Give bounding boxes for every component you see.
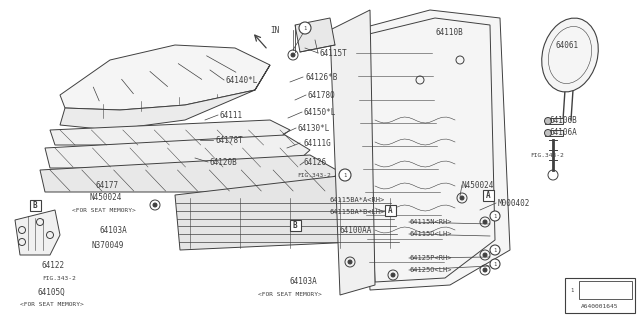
FancyBboxPatch shape xyxy=(545,118,563,124)
Polygon shape xyxy=(295,18,335,52)
Text: B: B xyxy=(33,201,37,210)
Polygon shape xyxy=(175,170,420,250)
Circle shape xyxy=(483,253,487,257)
Text: 64106B: 64106B xyxy=(550,116,578,124)
Polygon shape xyxy=(60,65,270,130)
Text: <FOR SEAT MEMORY>: <FOR SEAT MEMORY> xyxy=(258,292,322,298)
Circle shape xyxy=(348,260,352,264)
Polygon shape xyxy=(50,120,290,145)
FancyBboxPatch shape xyxy=(579,281,632,299)
Circle shape xyxy=(460,196,464,200)
Circle shape xyxy=(545,130,552,137)
Polygon shape xyxy=(355,10,510,290)
Text: 64178O: 64178O xyxy=(308,91,336,100)
Text: 64100AA: 64100AA xyxy=(340,226,372,235)
Text: 64120B: 64120B xyxy=(210,157,237,166)
Text: 64125O<LH>: 64125O<LH> xyxy=(410,267,452,273)
Text: 1: 1 xyxy=(344,172,347,178)
Circle shape xyxy=(490,211,500,221)
Circle shape xyxy=(567,285,577,295)
Text: 64111G: 64111G xyxy=(303,139,331,148)
Text: N450024: N450024 xyxy=(462,180,494,189)
Text: 64061: 64061 xyxy=(555,41,578,50)
Text: 64103A: 64103A xyxy=(290,277,317,286)
Text: 1: 1 xyxy=(493,247,497,252)
Polygon shape xyxy=(15,210,60,255)
Text: 64105Q: 64105Q xyxy=(37,287,65,297)
Polygon shape xyxy=(40,155,340,192)
Circle shape xyxy=(545,117,552,124)
Text: 64115N<RH>: 64115N<RH> xyxy=(410,219,452,225)
Text: 64110B: 64110B xyxy=(435,28,463,36)
Text: A640001645: A640001645 xyxy=(581,305,619,309)
Text: IN: IN xyxy=(270,26,279,35)
Polygon shape xyxy=(330,10,375,295)
Text: <FOR SEAT MEMORY>: <FOR SEAT MEMORY> xyxy=(72,207,136,212)
Text: 64115BA*B<LH>: 64115BA*B<LH> xyxy=(330,209,385,215)
Text: FIG.343-2: FIG.343-2 xyxy=(42,276,76,281)
Circle shape xyxy=(391,273,395,277)
FancyBboxPatch shape xyxy=(565,278,635,313)
Circle shape xyxy=(483,220,487,224)
Text: N370049: N370049 xyxy=(92,241,124,250)
Text: 64122: 64122 xyxy=(42,260,65,269)
Ellipse shape xyxy=(541,18,598,92)
Text: 64126*B: 64126*B xyxy=(305,73,337,82)
Polygon shape xyxy=(60,45,270,110)
FancyBboxPatch shape xyxy=(29,199,40,211)
Text: 64177: 64177 xyxy=(95,180,118,189)
Text: 64150*L: 64150*L xyxy=(303,108,335,116)
Circle shape xyxy=(291,53,295,57)
Text: 64115BA*A<RH>: 64115BA*A<RH> xyxy=(330,197,385,203)
Text: 64125P<RH>: 64125P<RH> xyxy=(410,255,452,261)
Circle shape xyxy=(490,245,500,255)
Text: Q710007: Q710007 xyxy=(590,287,620,293)
Text: A: A xyxy=(388,205,392,214)
Text: A: A xyxy=(486,190,490,199)
Circle shape xyxy=(339,169,351,181)
Text: <FOR SEAT MEMORY>: <FOR SEAT MEMORY> xyxy=(20,302,84,308)
Text: B: B xyxy=(292,220,298,229)
FancyBboxPatch shape xyxy=(483,189,493,201)
Circle shape xyxy=(153,203,157,207)
Circle shape xyxy=(299,22,311,34)
Circle shape xyxy=(483,268,487,272)
FancyBboxPatch shape xyxy=(545,130,563,136)
Text: 64115O<LH>: 64115O<LH> xyxy=(410,231,452,237)
Circle shape xyxy=(490,259,500,269)
Text: 64126: 64126 xyxy=(303,157,326,166)
Text: 64115T: 64115T xyxy=(320,49,348,58)
Text: 64130*L: 64130*L xyxy=(298,124,330,132)
Text: FIG.343-2: FIG.343-2 xyxy=(530,153,564,157)
Text: 64140*L: 64140*L xyxy=(225,76,257,84)
Text: 1: 1 xyxy=(493,213,497,219)
Text: N450024: N450024 xyxy=(90,193,122,202)
Text: FIG.343-2: FIG.343-2 xyxy=(297,172,331,178)
Text: 1: 1 xyxy=(570,287,573,292)
Text: 1: 1 xyxy=(303,26,307,30)
Polygon shape xyxy=(45,135,310,168)
Text: 64106A: 64106A xyxy=(550,127,578,137)
Text: 1: 1 xyxy=(493,261,497,267)
Text: 64178T: 64178T xyxy=(215,135,243,145)
Text: 64103A: 64103A xyxy=(100,226,128,235)
FancyBboxPatch shape xyxy=(289,220,301,230)
Text: M000402: M000402 xyxy=(498,198,531,207)
Text: 64111: 64111 xyxy=(220,110,243,119)
FancyBboxPatch shape xyxy=(385,204,396,215)
